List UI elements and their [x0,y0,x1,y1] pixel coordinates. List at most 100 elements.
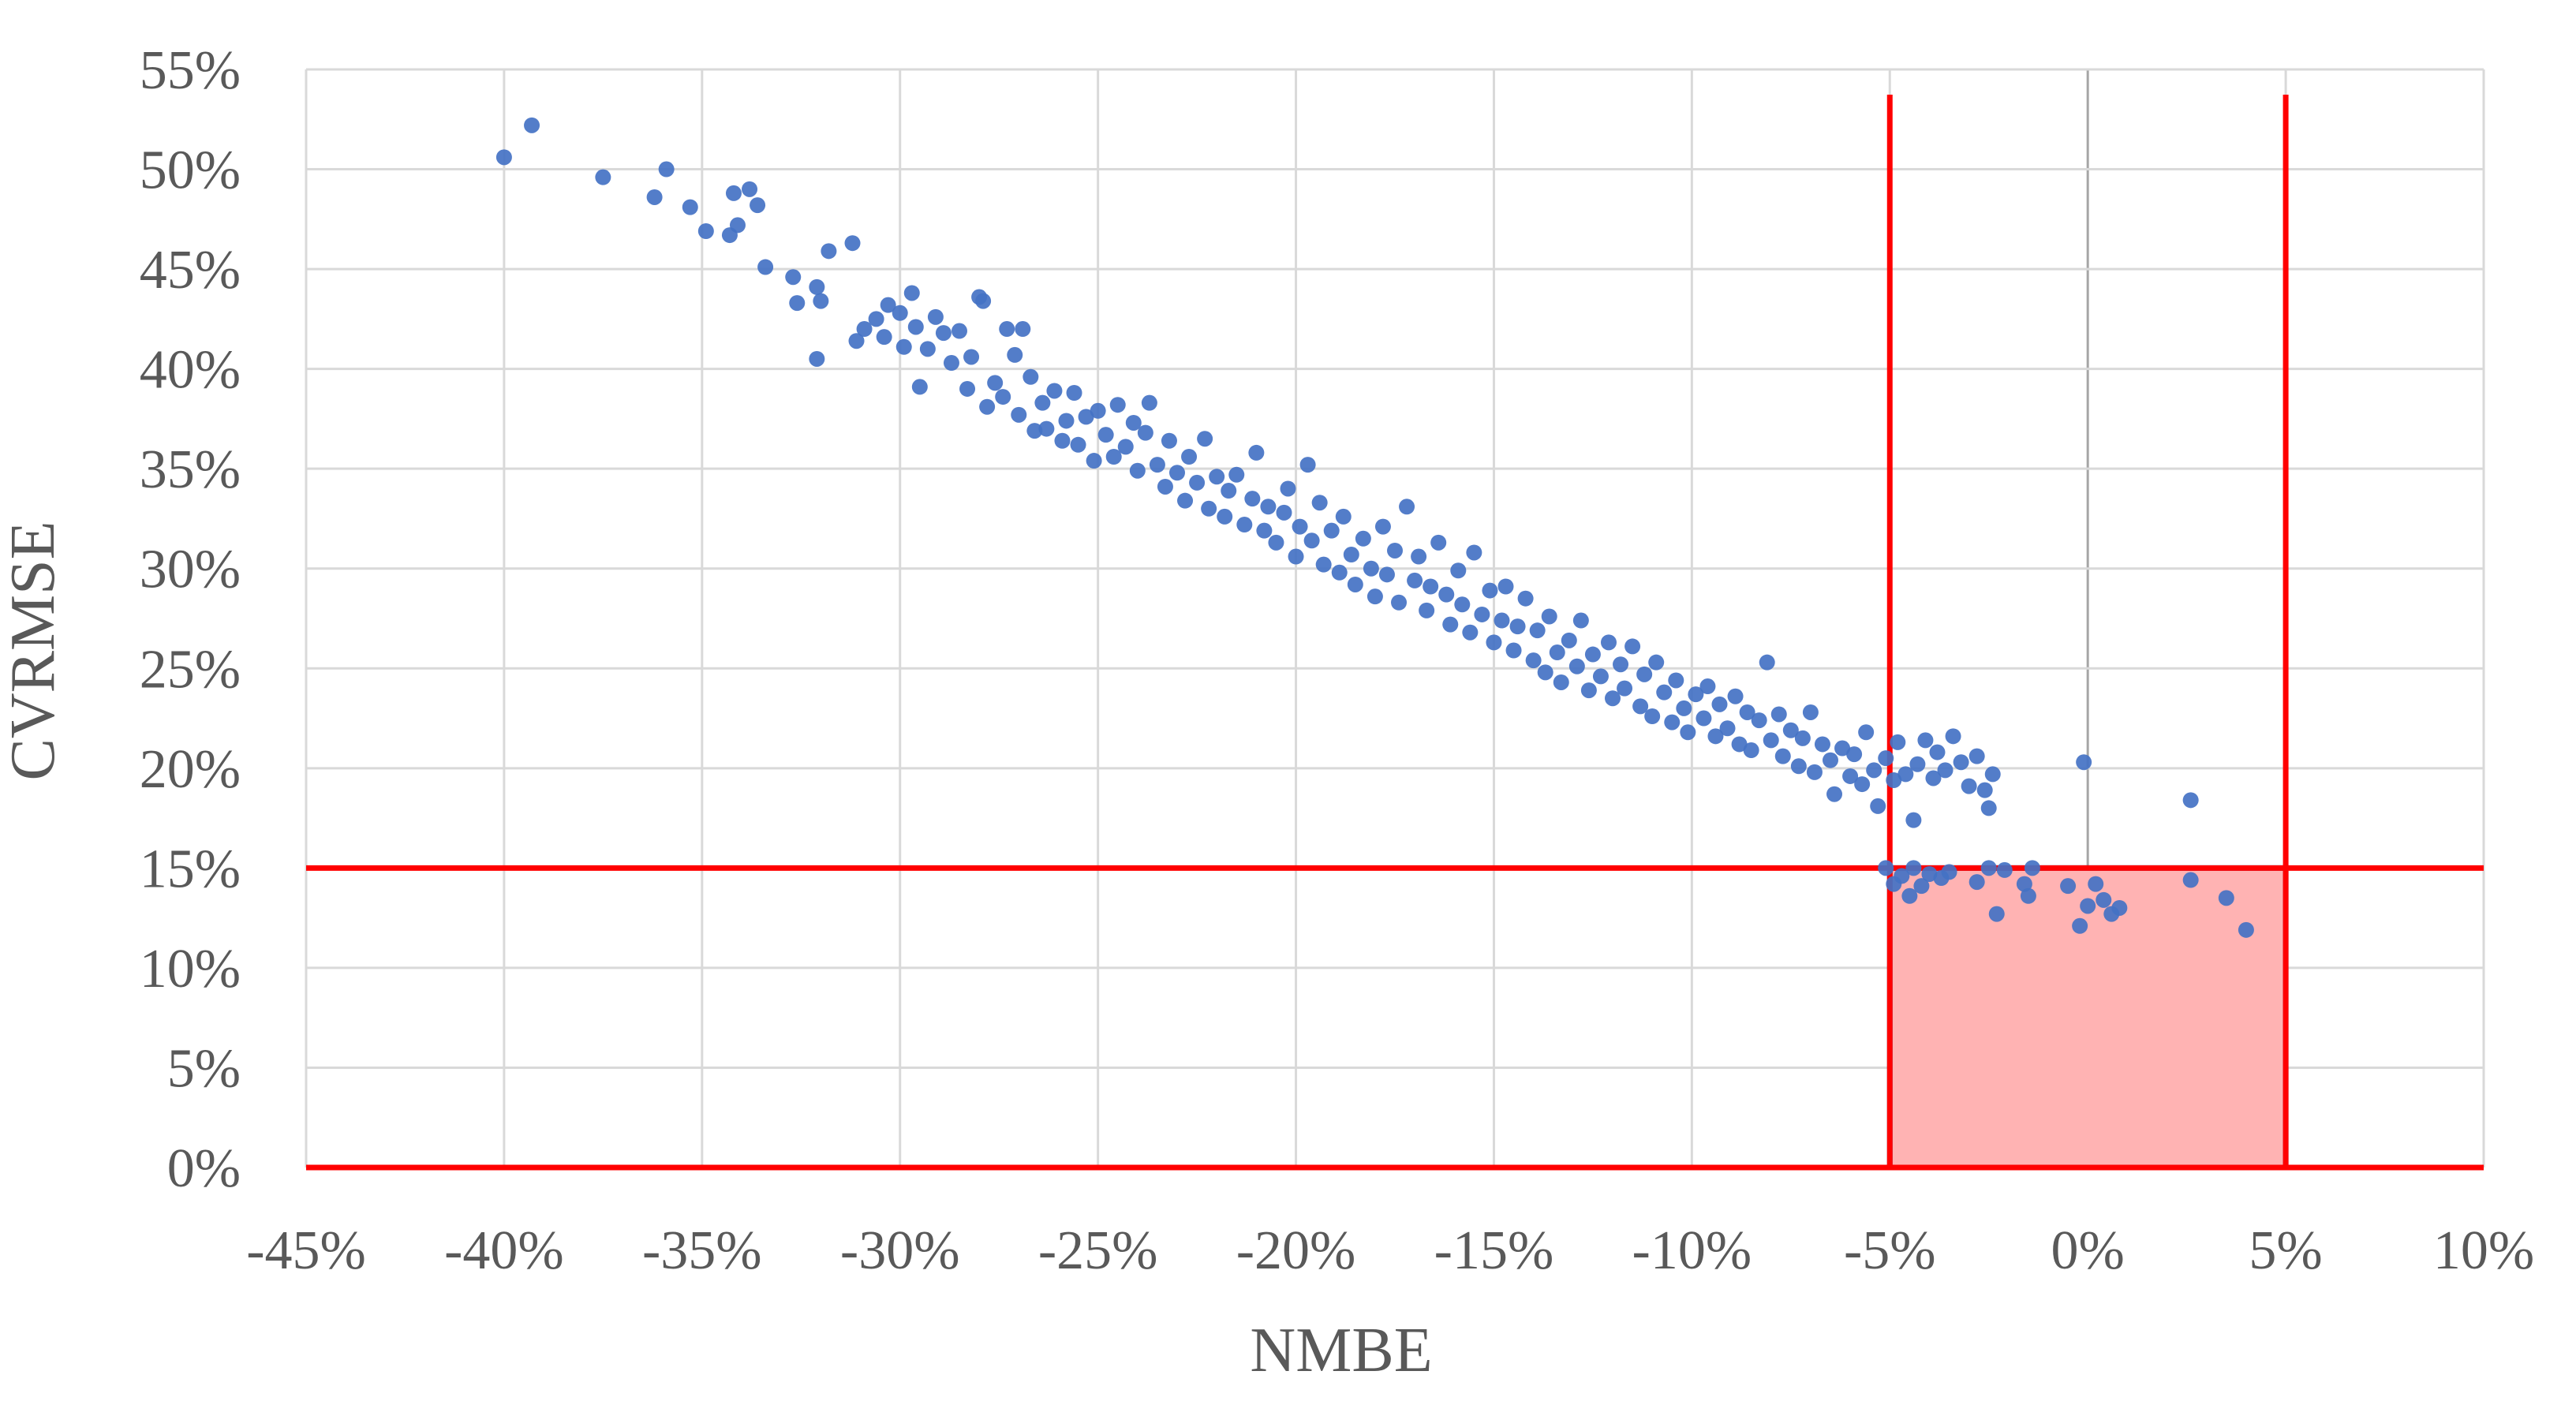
data-point [1363,560,1379,577]
data-point [1537,664,1553,681]
data-point [809,350,825,367]
data-point [1878,750,1894,767]
data-point [907,319,924,335]
data-point [2020,887,2036,904]
data-point [1731,736,1748,753]
data-point [1311,495,1328,511]
data-point [524,117,540,133]
data-point [1288,548,1304,565]
x-tick-label: -30% [840,1220,960,1281]
data-point [1858,724,1875,741]
data-point [952,323,967,339]
data-point [1763,732,1779,749]
data-point [1696,710,1712,727]
data-point [821,243,837,260]
data-point [1561,632,1577,648]
data-point [979,398,996,415]
data-point [1937,762,1953,779]
data-point [1870,798,1886,814]
data-point [1901,887,1918,904]
data-point [1688,686,1704,703]
x-tick-label: 0% [2051,1220,2125,1281]
y-axis-title: CVRMSE [0,521,68,781]
data-point [1323,522,1340,539]
data-point [1497,578,1514,595]
data-point [1367,588,1383,605]
y-tick-label: 10% [140,939,241,999]
data-point [943,355,959,372]
data-point [1015,321,1031,338]
data-point [1046,383,1063,399]
data-point [1739,704,1755,720]
data-point [1423,578,1439,595]
data-point [1086,453,1102,469]
data-point [1292,518,1308,535]
data-point [1355,530,1371,547]
data-point [1644,708,1661,725]
data-point [1411,548,1427,565]
data-point [880,297,896,313]
data-point [697,223,714,240]
data-point [868,311,884,327]
data-point [682,199,698,215]
data-point [1125,414,1142,431]
data-point [1299,457,1316,473]
y-tick-label: 20% [140,739,241,800]
data-point [1846,746,1863,763]
data-point [813,293,829,309]
data-point [1961,778,1977,794]
data-point [2076,754,2092,771]
data-point [1399,499,1415,515]
data-point [1945,728,1961,745]
data-point [789,295,806,312]
data-point [1221,483,1237,499]
data-point [1026,423,1043,439]
x-tick-label: -25% [1038,1220,1158,1281]
data-point [1925,770,1942,786]
data-point [1759,654,1775,671]
data-point [2096,891,2112,908]
data-point [911,379,928,395]
data-point [1890,734,1906,750]
data-point [1007,346,1023,363]
data-point [1157,478,1173,495]
data-point [927,308,944,325]
data-point [1894,868,1910,884]
data-point [1505,642,1522,659]
data-point [809,278,825,295]
data-point [856,321,873,338]
data-point [1584,646,1601,663]
data-point [757,259,774,275]
data-point [919,341,936,357]
data-point [1719,720,1736,737]
data-point [1462,624,1479,641]
y-tick-label: 35% [140,439,241,500]
data-point [1090,402,1106,419]
data-point [1917,732,1934,749]
data-point [1097,427,1114,443]
data-point [1636,666,1653,682]
data-point [1387,542,1403,559]
data-point [1909,756,1926,772]
data-point [1632,698,1649,715]
data-point [1568,658,1585,674]
data-point [848,333,865,349]
acceptance-zone [1886,865,2289,1171]
data-point [1244,491,1261,507]
data-point [1676,700,1692,716]
data-point [1794,730,1811,746]
data-point [1605,690,1621,707]
data-point [1197,431,1213,447]
data-point [1996,861,2013,878]
data-point [1011,406,1027,423]
y-tick-label: 50% [140,140,241,201]
data-point [1303,532,1320,549]
data-point [2218,890,2234,906]
data-point [1066,385,1082,402]
data-point [1886,772,1902,789]
data-point [2182,792,2199,809]
data-point [1984,766,2001,783]
data-point [1280,480,1296,497]
x-axis-title: NMBE [1250,1316,1432,1385]
